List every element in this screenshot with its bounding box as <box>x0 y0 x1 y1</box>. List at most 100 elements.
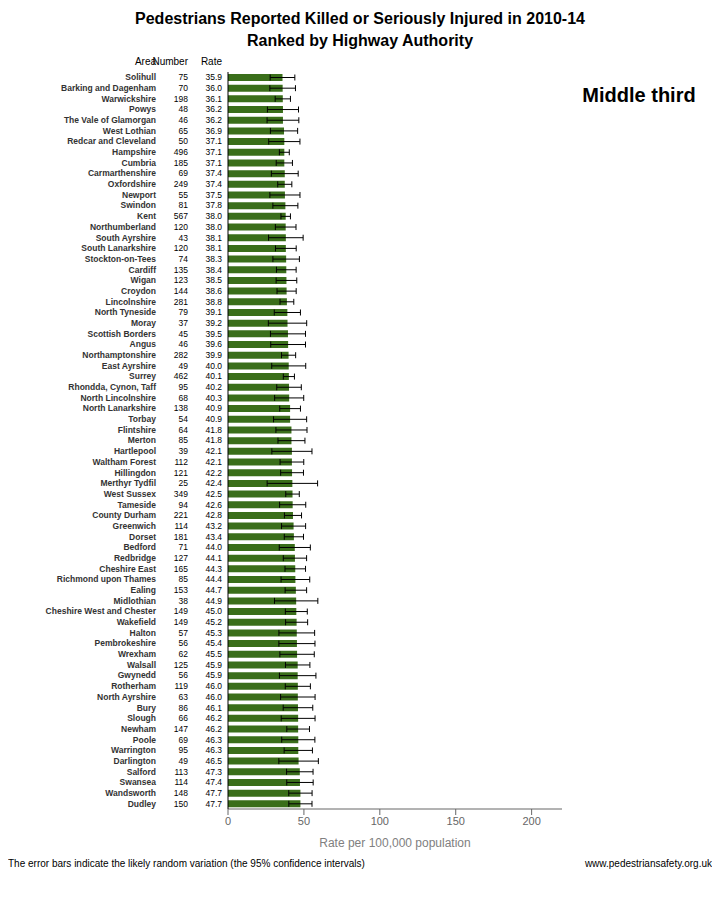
svg-text:123: 123 <box>174 275 188 285</box>
svg-text:75: 75 <box>179 72 189 82</box>
svg-text:0: 0 <box>225 815 231 827</box>
svg-text:36.1: 36.1 <box>205 94 222 104</box>
svg-text:Poole: Poole <box>133 735 156 745</box>
svg-text:Midlothian: Midlothian <box>114 596 157 606</box>
svg-text:45.0: 45.0 <box>205 606 222 616</box>
svg-text:Northamptonshire: Northamptonshire <box>82 350 156 360</box>
svg-text:50: 50 <box>298 815 310 827</box>
svg-text:Oxfordshire: Oxfordshire <box>108 179 156 189</box>
svg-text:47.7: 47.7 <box>205 788 222 798</box>
svg-text:138: 138 <box>174 403 188 413</box>
svg-text:113: 113 <box>174 767 188 777</box>
svg-text:County Durham: County Durham <box>92 510 156 520</box>
svg-text:100: 100 <box>371 815 389 827</box>
svg-text:181: 181 <box>174 532 188 542</box>
svg-text:95: 95 <box>179 382 189 392</box>
svg-text:Richmond upon Thames: Richmond upon Thames <box>57 574 156 584</box>
svg-text:42.4: 42.4 <box>205 478 222 488</box>
svg-text:Flintshire: Flintshire <box>118 425 157 435</box>
svg-text:39.2: 39.2 <box>205 318 222 328</box>
svg-text:46.0: 46.0 <box>205 692 222 702</box>
svg-text:Waltham Forest: Waltham Forest <box>93 457 157 467</box>
svg-text:42.8: 42.8 <box>205 510 222 520</box>
svg-text:39.6: 39.6 <box>205 339 222 349</box>
svg-text:Rate per 100,000 population: Rate per 100,000 population <box>319 836 470 850</box>
svg-text:Swindon: Swindon <box>121 200 156 210</box>
svg-text:40.2: 40.2 <box>205 382 222 392</box>
svg-text:45.9: 45.9 <box>205 660 222 670</box>
svg-text:Ealing: Ealing <box>130 585 156 595</box>
svg-text:37.4: 37.4 <box>205 179 222 189</box>
svg-text:56: 56 <box>179 670 189 680</box>
svg-text:150: 150 <box>447 815 465 827</box>
svg-text:42.6: 42.6 <box>205 500 222 510</box>
svg-text:46.3: 46.3 <box>205 735 222 745</box>
svg-text:86: 86 <box>179 703 189 713</box>
svg-text:Warrington: Warrington <box>111 745 156 755</box>
svg-text:127: 127 <box>174 553 188 563</box>
svg-text:Bury: Bury <box>137 703 157 713</box>
svg-text:85: 85 <box>179 435 189 445</box>
svg-text:40.1: 40.1 <box>205 371 222 381</box>
svg-text:Lincolnshire: Lincolnshire <box>105 297 156 307</box>
svg-text:Darlington: Darlington <box>114 756 157 766</box>
svg-text:Salford: Salford <box>127 767 156 777</box>
svg-text:Swansea: Swansea <box>120 777 157 787</box>
svg-text:Hillingdon: Hillingdon <box>114 468 156 478</box>
svg-text:47.3: 47.3 <box>205 767 222 777</box>
svg-text:37: 37 <box>179 318 189 328</box>
svg-text:69: 69 <box>179 168 189 178</box>
svg-text:39.1: 39.1 <box>205 307 222 317</box>
svg-text:165: 165 <box>174 564 188 574</box>
svg-text:25: 25 <box>179 478 189 488</box>
svg-text:462: 462 <box>174 371 188 381</box>
svg-text:150: 150 <box>174 799 188 809</box>
svg-text:Angus: Angus <box>130 339 157 349</box>
svg-text:496: 496 <box>174 147 188 157</box>
svg-text:147: 147 <box>174 724 188 734</box>
svg-text:38.1: 38.1 <box>205 243 222 253</box>
svg-text:71: 71 <box>179 542 189 552</box>
svg-text:40.9: 40.9 <box>205 414 222 424</box>
svg-text:Slough: Slough <box>127 713 156 723</box>
svg-text:Barking and Dagenham: Barking and Dagenham <box>61 83 156 93</box>
svg-text:Torbay: Torbay <box>128 414 156 424</box>
svg-text:43.4: 43.4 <box>205 532 222 542</box>
svg-text:79: 79 <box>179 307 189 317</box>
svg-text:40.9: 40.9 <box>205 403 222 413</box>
svg-text:149: 149 <box>174 606 188 616</box>
svg-text:Merton: Merton <box>128 435 156 445</box>
svg-text:Dorset: Dorset <box>129 532 156 542</box>
svg-text:40.0: 40.0 <box>205 361 222 371</box>
svg-text:198: 198 <box>174 94 188 104</box>
svg-text:Newham: Newham <box>121 724 156 734</box>
svg-text:200: 200 <box>522 815 540 827</box>
svg-text:55: 55 <box>179 190 189 200</box>
svg-text:Stockton-on-Tees: Stockton-on-Tees <box>85 254 156 264</box>
svg-text:42.5: 42.5 <box>205 489 222 499</box>
svg-text:57: 57 <box>179 628 189 638</box>
svg-text:43.2: 43.2 <box>205 521 222 531</box>
svg-text:64: 64 <box>179 425 189 435</box>
svg-text:44.4: 44.4 <box>205 574 222 584</box>
svg-text:Hartlepool: Hartlepool <box>114 446 156 456</box>
svg-text:45.3: 45.3 <box>205 628 222 638</box>
svg-text:112: 112 <box>174 457 188 467</box>
svg-text:114: 114 <box>174 521 188 531</box>
svg-text:Wigan: Wigan <box>131 275 156 285</box>
svg-text:42.1: 42.1 <box>205 446 222 456</box>
svg-text:Greenwich: Greenwich <box>113 521 156 531</box>
svg-text:38.0: 38.0 <box>205 211 222 221</box>
svg-text:85: 85 <box>179 574 189 584</box>
svg-text:North Lanarkshire: North Lanarkshire <box>83 403 156 413</box>
svg-text:94: 94 <box>179 500 189 510</box>
svg-text:50: 50 <box>179 136 189 146</box>
svg-text:63: 63 <box>179 692 189 702</box>
svg-text:Wandsworth: Wandsworth <box>105 788 156 798</box>
svg-text:Wrexham: Wrexham <box>118 649 157 659</box>
svg-text:45.4: 45.4 <box>205 638 222 648</box>
svg-text:38: 38 <box>179 596 189 606</box>
svg-text:The Vale of Glamorgan: The Vale of Glamorgan <box>64 115 156 125</box>
svg-text:221: 221 <box>174 510 188 520</box>
svg-text:35.9: 35.9 <box>205 72 222 82</box>
